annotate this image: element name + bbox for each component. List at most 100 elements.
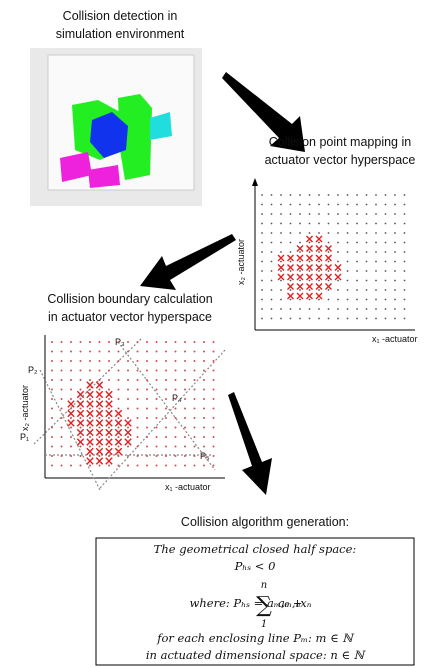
collision-point xyxy=(326,255,332,261)
grid-dot xyxy=(375,318,377,320)
grid-dot xyxy=(70,465,72,467)
grid-dot xyxy=(118,351,120,353)
grid-dot xyxy=(127,389,129,391)
grid-dot xyxy=(99,427,101,429)
x-axis-label: x₁ -actuator xyxy=(372,334,418,344)
grid-dot xyxy=(356,308,358,310)
grid-dot xyxy=(108,389,110,391)
grid-dot xyxy=(61,370,63,372)
grid-dot xyxy=(299,204,301,206)
grid-dot xyxy=(146,465,148,467)
grid-dot xyxy=(203,408,205,410)
grid-dot xyxy=(280,251,282,253)
grid-dot xyxy=(347,194,349,196)
collision-point xyxy=(326,284,332,290)
grid-dot xyxy=(146,427,148,429)
grid-dot xyxy=(127,436,129,438)
grid-dot xyxy=(194,389,196,391)
grid-dot xyxy=(194,351,196,353)
grid-dot xyxy=(290,308,292,310)
grid-dot xyxy=(337,204,339,206)
grid-dot xyxy=(51,370,53,372)
grid-dot xyxy=(385,242,387,244)
grid-dot xyxy=(404,194,406,196)
grid-dot xyxy=(146,417,148,419)
grid-dot xyxy=(156,465,158,467)
grid-dot xyxy=(89,389,91,391)
grid-dot xyxy=(375,242,377,244)
arrow xyxy=(228,392,272,495)
formula-line: in actuated dimensional space: n ∈ ℕ xyxy=(146,648,367,662)
grid-dot xyxy=(328,213,330,215)
grid-dot xyxy=(356,299,358,301)
collision-point xyxy=(297,255,303,261)
grid-dot xyxy=(271,270,273,272)
grid-dot xyxy=(347,261,349,263)
grid-dot xyxy=(108,351,110,353)
grid-dot xyxy=(99,370,101,372)
grid-dot xyxy=(280,308,282,310)
grid-dot xyxy=(290,299,292,301)
grid-dot xyxy=(146,341,148,343)
grid-dot xyxy=(404,223,406,225)
collision-point xyxy=(106,410,112,416)
collision-point xyxy=(307,255,313,261)
grid-dot xyxy=(356,223,358,225)
grid-dot xyxy=(51,417,53,419)
grid-dot xyxy=(194,398,196,400)
y-axis-label: x₂ -actuator xyxy=(236,239,246,285)
grid-dot xyxy=(290,194,292,196)
grid-dot xyxy=(261,299,263,301)
grid-dot xyxy=(89,455,91,457)
grid-dot xyxy=(394,318,396,320)
grid-dot xyxy=(299,213,301,215)
line-label: P₁ xyxy=(20,432,29,442)
grid-dot xyxy=(80,436,82,438)
grid-dot xyxy=(156,417,158,419)
collision-point xyxy=(125,429,131,435)
grid-dot xyxy=(328,299,330,301)
collision-point xyxy=(96,448,102,454)
grid-dot xyxy=(51,455,53,457)
grid-dot xyxy=(290,213,292,215)
grid-dot xyxy=(118,379,120,381)
grid-dot xyxy=(318,318,320,320)
grid-dot xyxy=(184,398,186,400)
grid-dot xyxy=(108,379,110,381)
collision-point xyxy=(96,439,102,445)
grid-dot xyxy=(99,446,101,448)
grid-dot xyxy=(271,223,273,225)
collision-point xyxy=(106,420,112,426)
grid-dot xyxy=(328,308,330,310)
grid-dot xyxy=(356,251,358,253)
grid-dot xyxy=(213,360,215,362)
grid-dot xyxy=(89,341,91,343)
grid-dot xyxy=(80,379,82,381)
grid-dot xyxy=(261,251,263,253)
grid-dot xyxy=(70,379,72,381)
grid-dot xyxy=(194,427,196,429)
grid-dot xyxy=(337,251,339,253)
grid-dot xyxy=(70,341,72,343)
grid-dot xyxy=(175,455,177,457)
grid-dot xyxy=(385,213,387,215)
grid-dot xyxy=(175,408,177,410)
grid-dot xyxy=(137,351,139,353)
collision-point xyxy=(87,448,93,454)
collision-point xyxy=(106,439,112,445)
grid-dot xyxy=(213,427,215,429)
grid-dot xyxy=(356,242,358,244)
grid-dot xyxy=(203,417,205,419)
grid-dot xyxy=(80,360,82,362)
grid-dot xyxy=(290,223,292,225)
grid-dot xyxy=(394,232,396,234)
grid-dot xyxy=(165,436,167,438)
grid-dot xyxy=(156,427,158,429)
grid-dot xyxy=(99,341,101,343)
grid-dot xyxy=(51,389,53,391)
collision-point xyxy=(106,448,112,454)
grid-dot xyxy=(51,427,53,429)
grid-dot xyxy=(184,455,186,457)
grid-dot xyxy=(80,465,82,467)
grid-dot xyxy=(290,242,292,244)
